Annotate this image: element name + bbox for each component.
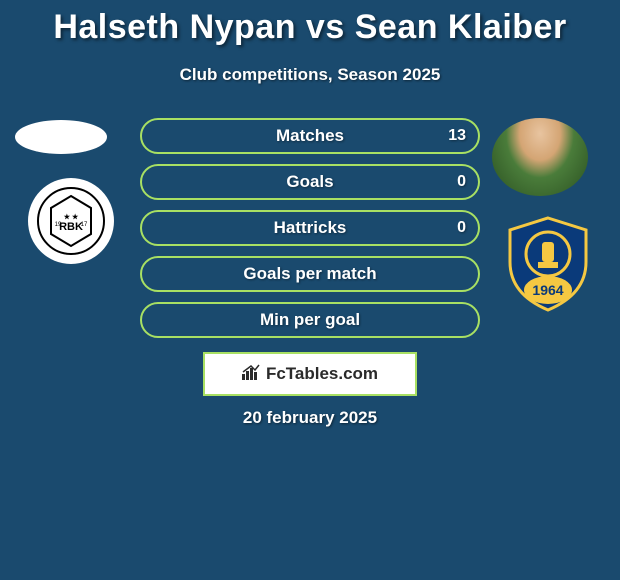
svg-text:1964: 1964 [532,282,563,298]
stat-right-value: 0 [457,166,466,198]
stat-label: Goals [142,166,478,198]
stat-label: Min per goal [142,304,478,336]
stat-row-goals-per-match: Goals per match [140,256,480,292]
stat-right-value: 13 [448,120,466,152]
chart-icon [242,364,262,385]
date-label: 20 february 2025 [0,408,620,428]
stat-label: Goals per match [142,258,478,290]
svg-text:19: 19 [55,222,62,228]
brand-text: FcTables.com [266,364,378,384]
stat-label: Hattricks [142,212,478,244]
brand-link[interactable]: FcTables.com [203,352,417,396]
stat-right-value: 0 [457,212,466,244]
svg-text:★ ★: ★ ★ [64,213,79,221]
player1-club-badge: ★ ★ RBK 19 17 [28,178,114,264]
brondby-badge-icon: 1964 [498,214,598,314]
stat-row-min-per-goal: Min per goal [140,302,480,338]
svg-text:17: 17 [81,222,88,228]
page-subtitle: Club competitions, Season 2025 [0,65,620,85]
player2-avatar [492,118,588,196]
stat-label: Matches [142,120,478,152]
stat-row-hattricks: Hattricks 0 [140,210,480,246]
rbk-badge-icon: ★ ★ RBK 19 17 [36,186,106,256]
stat-row-goals: Goals 0 [140,164,480,200]
player2-club-badge: 1964 [498,214,598,314]
page-title: Halseth Nypan vs Sean Klaiber [0,0,620,47]
svg-text:RBK: RBK [59,221,83,233]
player1-avatar [15,120,107,154]
stat-row-matches: Matches 13 [140,118,480,154]
